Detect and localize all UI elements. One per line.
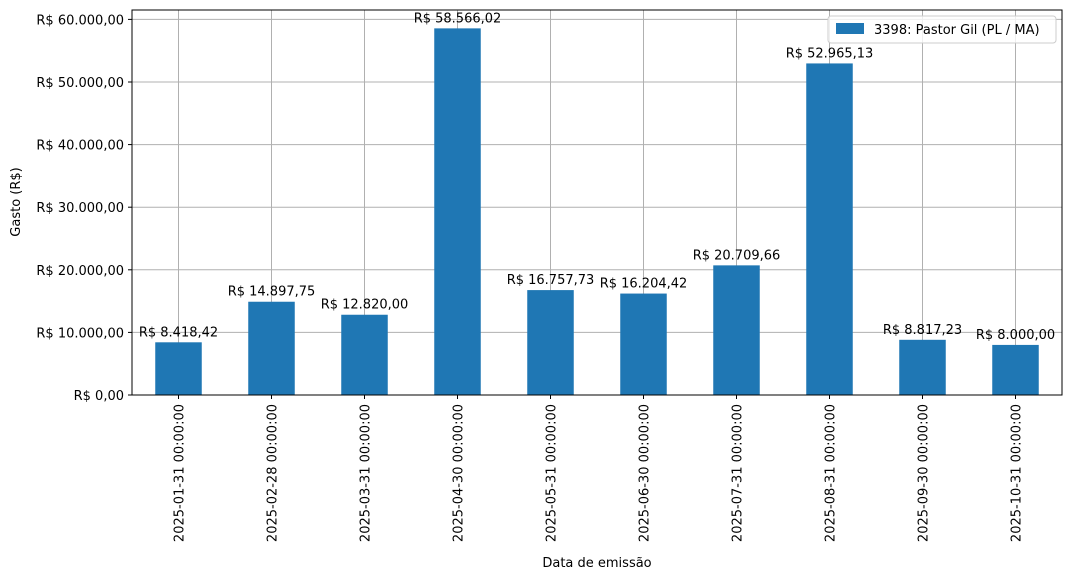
y-tick-label: R$ 10.000,00	[36, 326, 124, 341]
bar	[155, 342, 202, 395]
data-label: R$ 14.897,75	[228, 285, 316, 300]
bar	[527, 290, 574, 395]
y-tick-label: R$ 0,00	[74, 389, 124, 404]
y-axis-ticks: R$ 0,00 R$ 10.000,00 R$ 20.000,00 R$ 30.000…	[36, 13, 132, 404]
x-tick-label: 2025-02-28 00:00:00	[266, 404, 281, 542]
data-label: R$ 16.757,73	[507, 273, 595, 288]
plot-frame	[131, 9, 1063, 396]
data-label: R$ 58.566,02	[414, 11, 502, 26]
bar	[620, 293, 667, 395]
y-axis-title: Gasto (R$)	[9, 167, 24, 236]
x-tick-label: 2025-09-30 00:00:00	[917, 404, 932, 542]
x-tick-label: 2025-05-31 00:00:00	[545, 404, 560, 542]
bars	[155, 28, 1039, 396]
data-label: R$ 8.817,23	[883, 323, 962, 338]
x-tick-label: 2025-07-31 00:00:00	[731, 404, 746, 542]
bar	[248, 301, 295, 395]
bar	[434, 28, 481, 396]
bar	[713, 265, 760, 395]
y-tick-label: R$ 60.000,00	[36, 13, 124, 28]
x-axis-ticks: 2025-01-31 00:00:00 2025-02-28 00:00:00 20…	[173, 395, 1025, 542]
x-tick-label: 2025-10-31 00:00:00	[1010, 404, 1025, 542]
data-label: R$ 16.204,42	[600, 277, 688, 292]
bar	[806, 63, 853, 395]
x-tick-label: 2025-03-31 00:00:00	[359, 404, 374, 542]
x-tick-label: 2025-08-31 00:00:00	[824, 404, 839, 542]
data-label: R$ 8.000,00	[976, 328, 1055, 343]
data-labels: R$ 8.418,42 R$ 14.897,75 R$ 12.820,00 R$ 58…	[139, 11, 1055, 343]
data-label: R$ 20.709,66	[693, 248, 781, 263]
legend: 3398: Pastor Gil (PL / MA)	[827, 15, 1057, 44]
legend-box	[827, 15, 1057, 44]
bar	[992, 344, 1039, 395]
y-tick-label: R$ 40.000,00	[36, 139, 124, 154]
y-tick-label: R$ 30.000,00	[36, 201, 124, 216]
data-label: R$ 12.820,00	[321, 298, 409, 313]
legend-label: 3398: Pastor Gil (PL / MA)	[874, 23, 1040, 38]
y-tick-label: R$ 20.000,00	[36, 264, 124, 279]
x-axis-title: Data de emissão	[542, 556, 651, 571]
data-label: R$ 52.965,13	[786, 46, 874, 61]
bar	[341, 314, 388, 395]
x-tick-label: 2025-01-31 00:00:00	[173, 404, 188, 542]
legend-swatch	[836, 23, 864, 34]
bar	[899, 339, 946, 395]
y-tick-label: R$ 50.000,00	[36, 76, 124, 91]
x-tick-label: 2025-04-30 00:00:00	[452, 404, 467, 542]
x-tick-label: 2025-06-30 00:00:00	[638, 404, 653, 542]
data-label: R$ 8.418,42	[139, 325, 218, 340]
